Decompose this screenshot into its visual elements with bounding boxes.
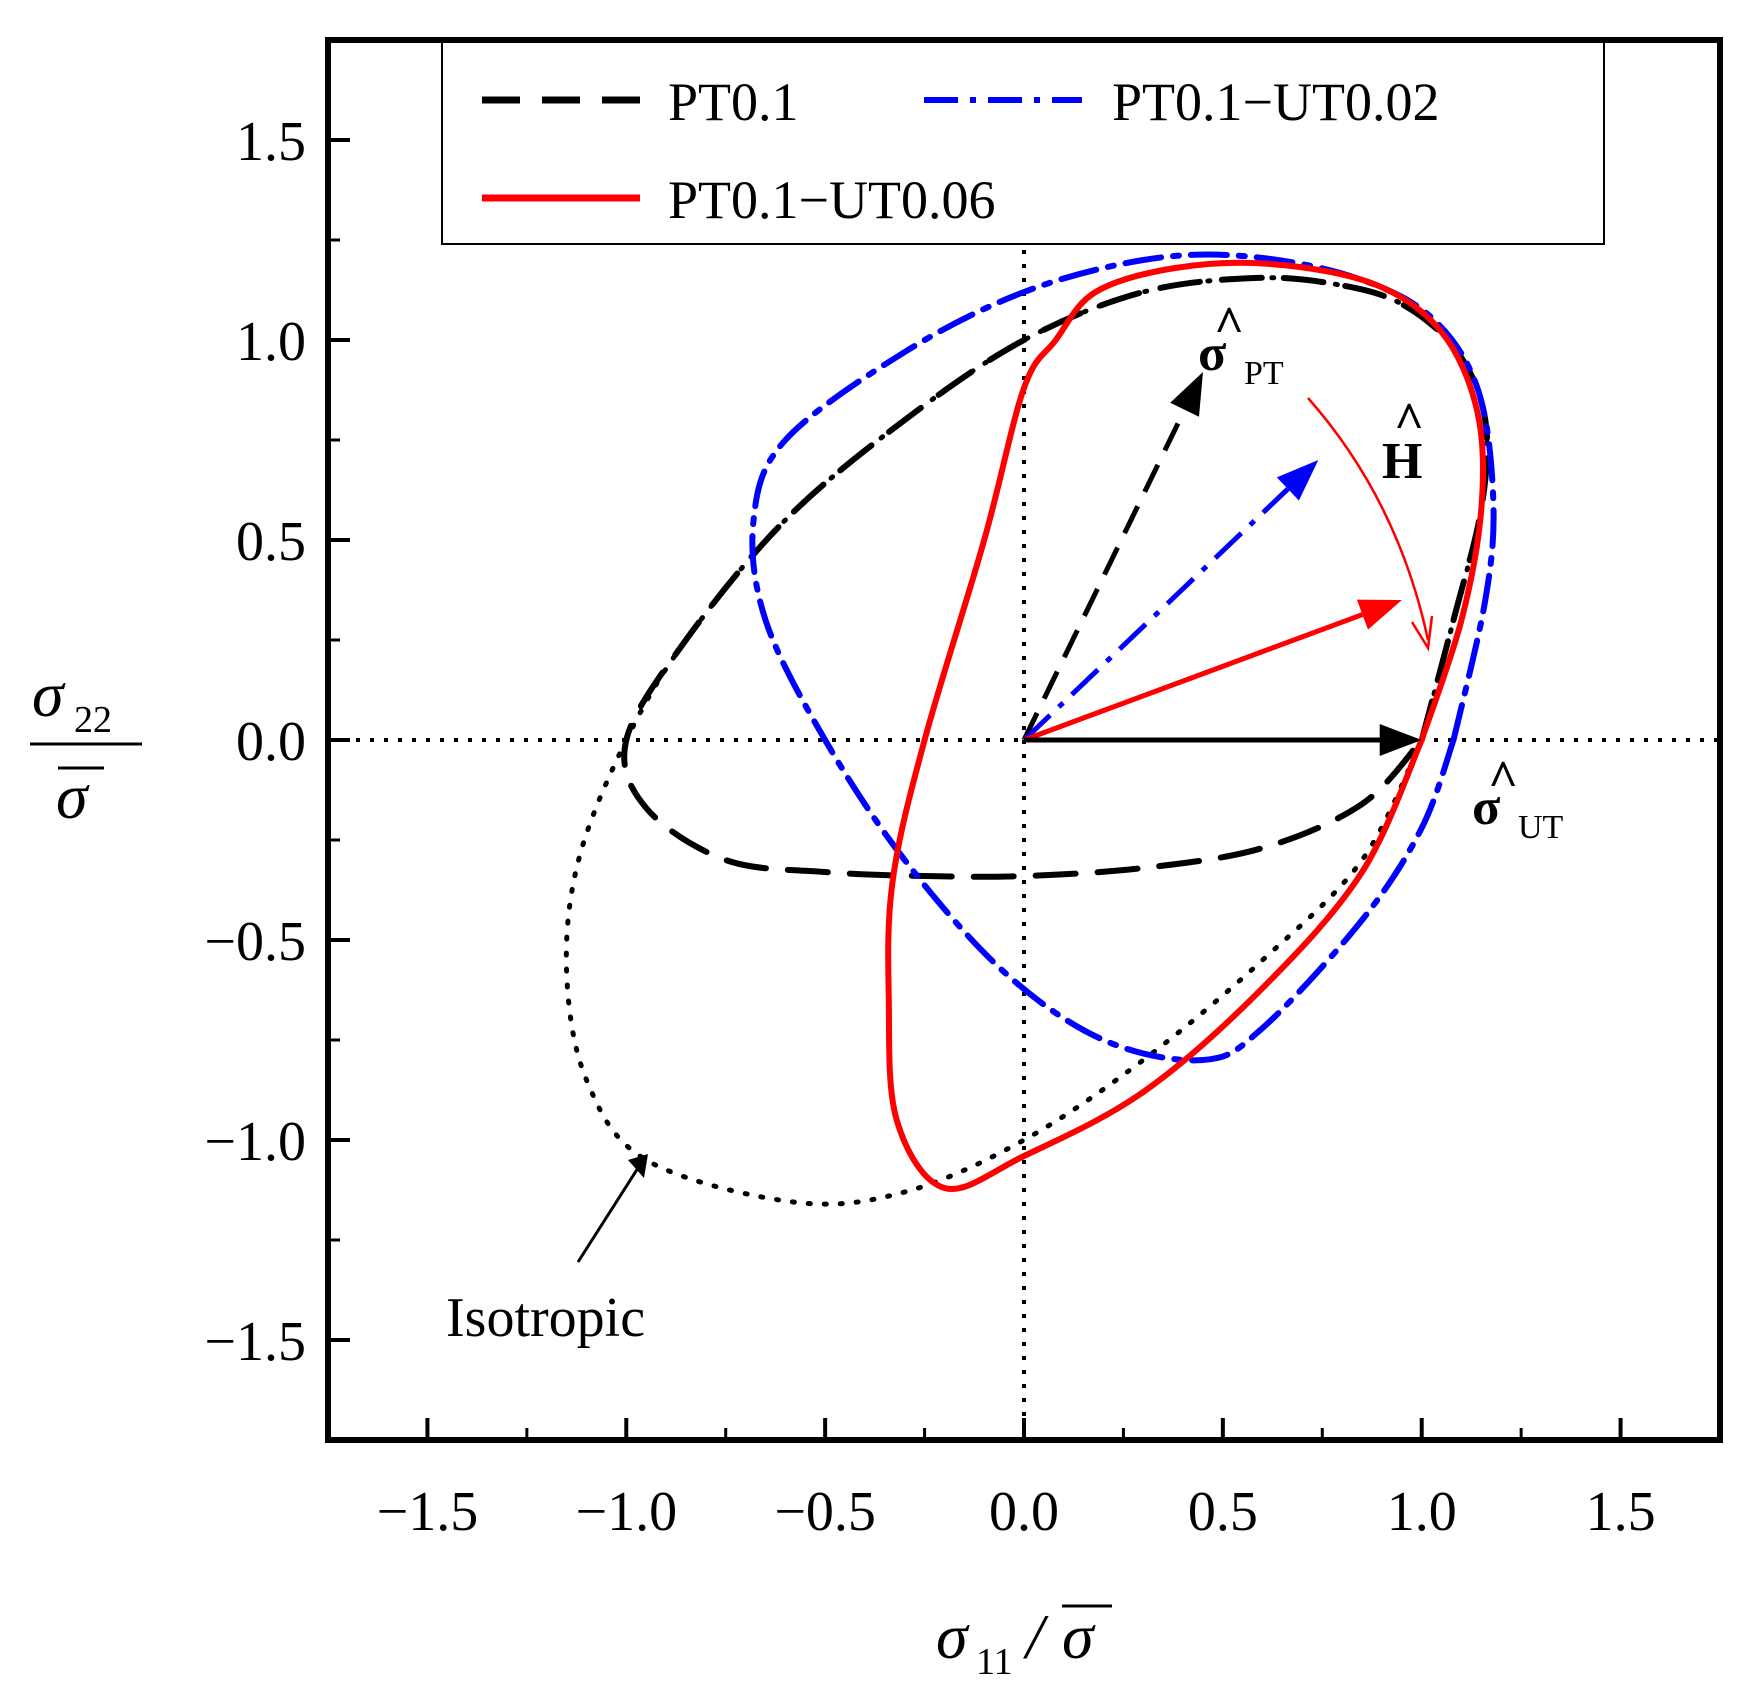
y-tick-label: 0.5 [236, 511, 306, 573]
h-hat-symbol: H [1382, 433, 1422, 490]
isotropic-pointer [576, 1167, 640, 1263]
x-tick-label: 0.0 [989, 1481, 1059, 1543]
y-tick-label: −1.5 [204, 1311, 306, 1373]
series-pt0-1-ut0-02 [749, 251, 1497, 1064]
sigma-ut-hat: ^ [1488, 751, 1518, 808]
y-tick-label: −0.5 [204, 911, 306, 973]
legend: PT0.1 PT0.1−UT0.02 PT0.1−UT0.06 [441, 41, 1605, 245]
y-tick-label: −1.0 [204, 1111, 306, 1173]
x-tick-label: −1.0 [575, 1481, 677, 1543]
x-tick-label: −0.5 [774, 1481, 876, 1543]
x-label-sigma: σ [936, 1601, 970, 1672]
x-tick-label: 1.0 [1387, 1481, 1457, 1543]
y-axis-label: σ 22 σ [30, 659, 142, 832]
sigma-ut-subscript: UT [1518, 809, 1564, 846]
vector-pt0.1-ut0.02 [1022, 487, 1290, 742]
legend-label-pt01-ut006: PT0.1−UT0.06 [668, 170, 995, 230]
annotation-sigma-pt: ^ σ PT [1198, 297, 1284, 392]
sigma-pt-symbol: σ [1198, 325, 1226, 382]
curves [563, 251, 1497, 1207]
series-pt0-1 [621, 274, 1491, 880]
legend-box [441, 41, 1605, 245]
vector-head-pt0.1-ut0.02 [1276, 460, 1319, 501]
y-label-subscript: 22 [74, 699, 112, 741]
y-tick-label: 1.5 [236, 111, 306, 173]
h-rotation-arrow [1307, 397, 1430, 641]
x-label-sigma-bar: σ [1062, 1601, 1096, 1672]
x-label-subscript: 11 [976, 1641, 1013, 1683]
annotation-sigma-ut: ^ σ UT [1472, 751, 1564, 846]
x-label-slash: / [1023, 1601, 1049, 1672]
h-hat-hat: ^ [1394, 393, 1424, 450]
vector-pt0.1-ut0.06 [1023, 612, 1364, 743]
axis-ticks [326, 38, 1722, 1442]
y-tick-label: 0.0 [236, 711, 306, 773]
vector-head-pt0.1-ut0.06 [1356, 599, 1402, 630]
x-tick-label: 1.5 [1586, 1481, 1656, 1543]
isotropic-pointer-head [628, 1154, 648, 1178]
vector-sigma-hat-pt [1021, 408, 1187, 742]
sigma-pt-subscript: PT [1244, 355, 1284, 392]
x-tick-label: −1.5 [377, 1481, 479, 1543]
x-axis-label: σ 11 / σ [936, 1601, 1112, 1683]
vectors [1021, 372, 1422, 756]
sigma-pt-hat: ^ [1214, 297, 1244, 354]
y-label-sigma-bar: σ [56, 761, 90, 832]
legend-label-pt01-ut002: PT0.1−UT0.02 [1112, 72, 1439, 132]
tick-labels: −1.5 −1.0 −0.5 0.0 0.5 1.0 1.5 1.5 1.0 0.5 0.0 −0.5… [204, 111, 1655, 1543]
vector-head-sigma-hat-pt [1170, 372, 1203, 417]
isotropic-label: Isotropic [446, 1287, 645, 1349]
y-label-sigma: σ [32, 659, 66, 730]
annotation-h-hat: ^ H [1382, 393, 1424, 490]
y-tick-label: 1.0 [236, 311, 306, 373]
vector-head-sigma-hat-ut [1379, 724, 1422, 756]
sigma-ut-symbol: σ [1472, 779, 1500, 836]
h-rotation-arrow-head [1410, 615, 1434, 652]
legend-label-pt01: PT0.1 [668, 72, 799, 132]
x-tick-label: 0.5 [1188, 1481, 1258, 1543]
series-pt0-1-ut0-06 [885, 259, 1487, 1192]
